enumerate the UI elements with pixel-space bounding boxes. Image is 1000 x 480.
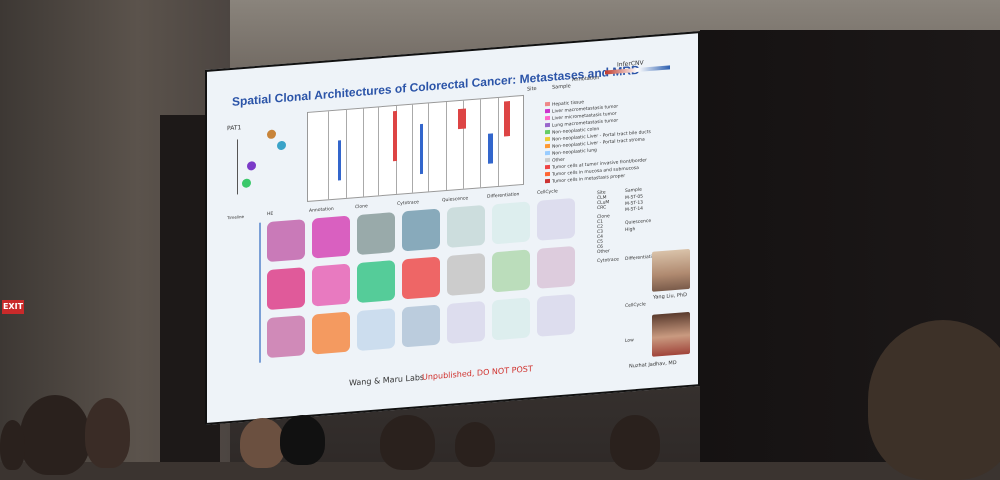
cnv-heatmap: [307, 94, 524, 202]
tree-node: [277, 140, 286, 151]
panel-header: Clone: [355, 204, 368, 211]
tissue-image: [492, 297, 530, 341]
tissue-image: [492, 201, 530, 245]
tissue-image: [537, 245, 575, 289]
audience-head: [20, 395, 90, 475]
tissue-image: [402, 208, 440, 252]
tree-branch: [237, 139, 238, 195]
tissue-image: [357, 212, 395, 256]
presenter-name: Nuzhat Jadhav, MD: [629, 359, 677, 370]
audience-head: [85, 398, 130, 468]
tissue-image: [447, 252, 485, 296]
unpublished-notice: Unpublished, DO NOT POST: [422, 364, 533, 382]
tissue-image: [402, 304, 440, 348]
tissue-image: [402, 256, 440, 300]
panel-header: HE: [267, 211, 274, 218]
right-legend: Site CLM CLuM CRC Clone C1 C2 C3 C4 C5 C…: [597, 187, 657, 351]
audience-head: [380, 415, 435, 470]
audience-head: [868, 320, 1000, 480]
timeline-bar: [259, 222, 261, 363]
audience-head: [240, 418, 285, 468]
tree-node: [247, 160, 256, 171]
site-header: Site: [527, 85, 537, 93]
tissue-image: [537, 293, 575, 337]
panel-header: Quiescence: [442, 196, 469, 204]
presenter-name: Yang Liu, PhD: [653, 292, 687, 301]
tissue-image: [312, 263, 350, 307]
audience-head: [0, 420, 25, 470]
tissue-image: [267, 219, 305, 263]
panel-header: Annotation: [309, 206, 334, 214]
tissue-image: [267, 267, 305, 311]
annotation-legend: Hepatic tissue Liver macrometastasis tum…: [545, 82, 651, 185]
tissue-image: [537, 197, 575, 241]
tissue-image: [357, 260, 395, 304]
tissue-image: [312, 215, 350, 259]
patient-label: PAT1: [227, 124, 242, 133]
tissue-image: [492, 249, 530, 293]
panel-header: Differentiation: [487, 192, 520, 200]
clonal-tree: PAT1: [227, 119, 307, 205]
annotation-header: Annotation: [572, 74, 600, 84]
timeline: Timeline: [227, 212, 272, 376]
legend-low: Low: [625, 338, 634, 344]
tissue-image: [447, 300, 485, 344]
tissue-image: [312, 311, 350, 355]
camera: [280, 415, 325, 465]
tree-node: [267, 129, 276, 140]
tissue-panels: HE Annotation Clone Cytotrace Quiescence…: [267, 187, 587, 367]
tissue-image: [357, 308, 395, 352]
tissue-image: [267, 315, 305, 359]
presenter-photo: [652, 311, 690, 357]
tree-node: [242, 178, 251, 189]
audience-head: [455, 422, 495, 467]
audience-head: [610, 415, 660, 470]
projection-screen: Spatial Clonal Architectures of Colorect…: [205, 31, 700, 425]
timeline-label: Timeline: [227, 213, 245, 221]
legend-cellcycle: CellCycle: [625, 302, 646, 309]
tissue-image: [447, 204, 485, 248]
exit-sign: EXIT: [2, 300, 24, 314]
presenter-photo: [652, 248, 690, 292]
panel-header: CellCycle: [537, 189, 558, 196]
lab-credit: Wang & Maru Labs: [349, 372, 425, 388]
legend-high: High: [625, 227, 636, 233]
panel-header: Cytotrace: [397, 200, 419, 207]
